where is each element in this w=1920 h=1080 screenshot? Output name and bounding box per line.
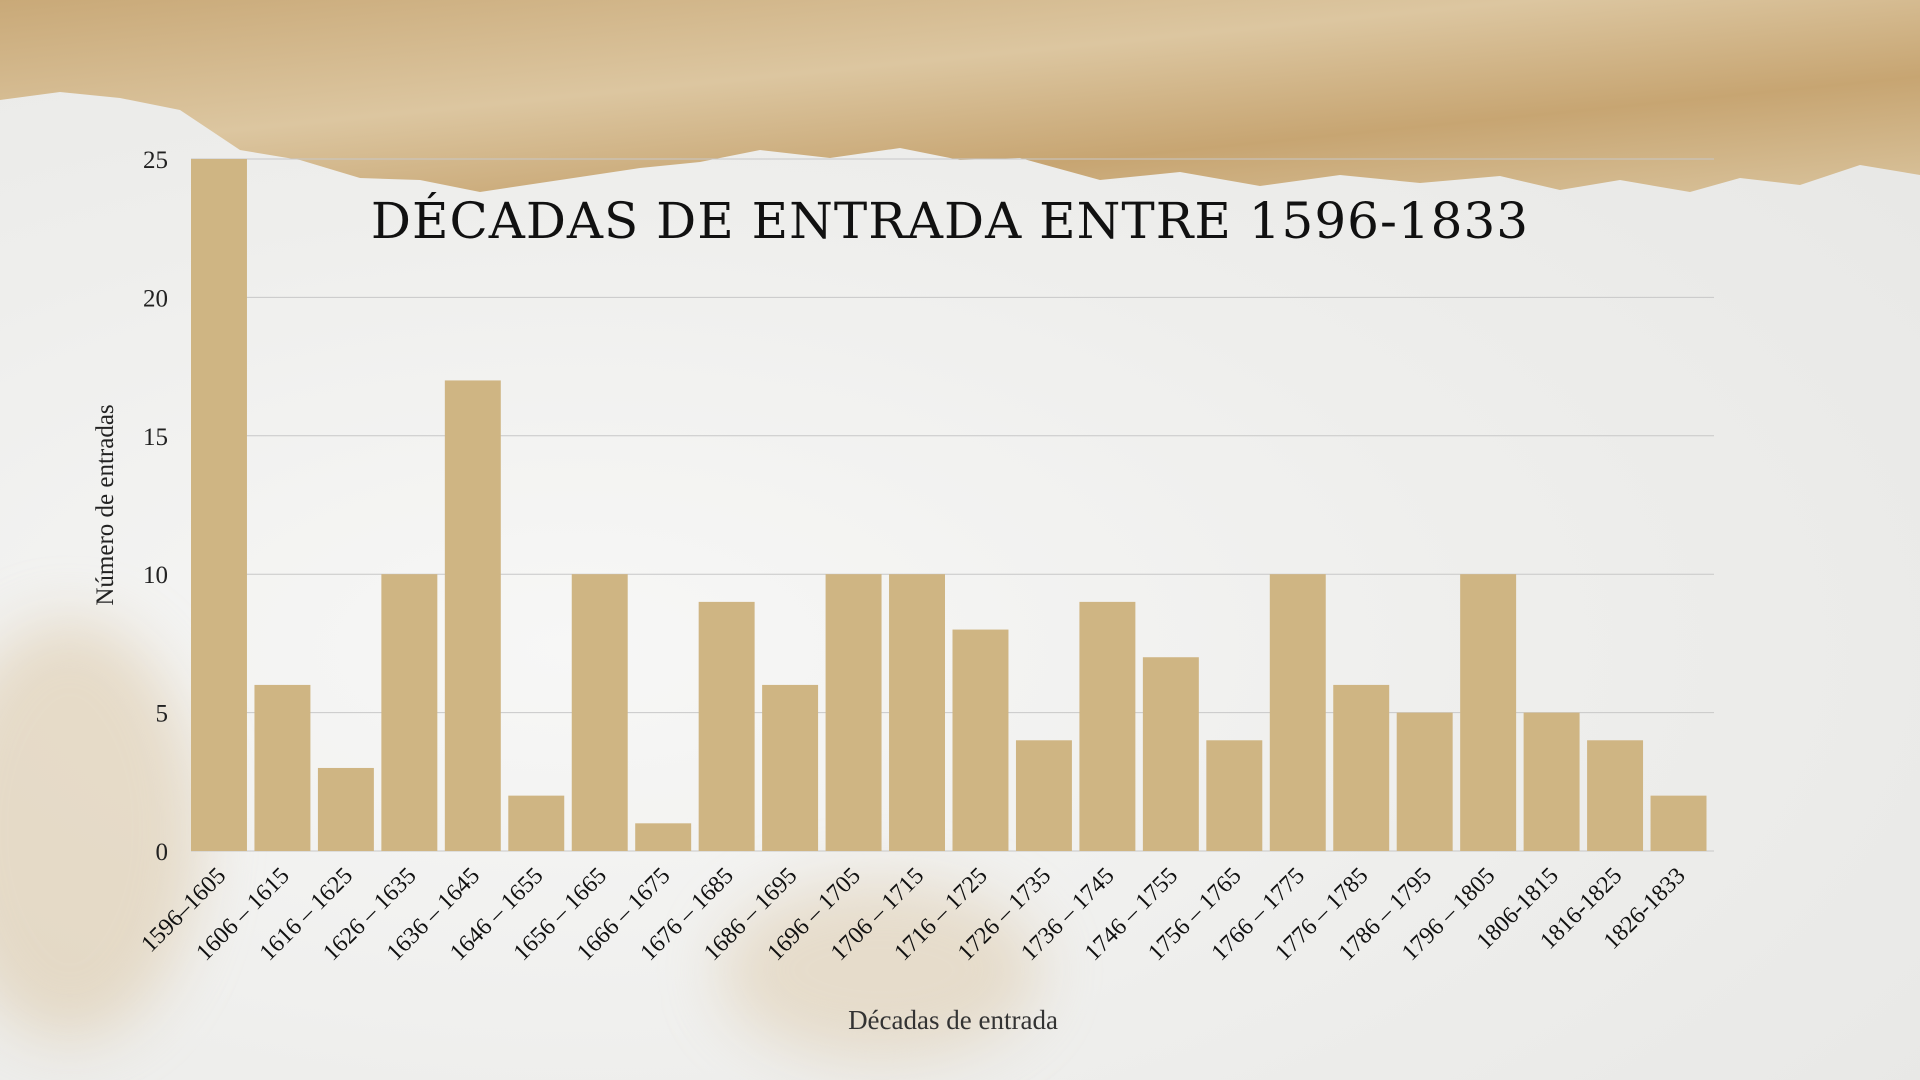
y-tick-label: 20 <box>143 285 168 312</box>
bar <box>191 159 247 851</box>
y-tick-label: 15 <box>143 424 168 451</box>
bar <box>1079 601 1136 851</box>
chart-title: DÉCADAS DE ENTRADA ENTRE 1596-1833 <box>370 192 1530 250</box>
x-axis-title: Décadas de entrada <box>848 1005 1058 1035</box>
bar <box>381 574 438 851</box>
bar <box>508 795 565 851</box>
bar <box>1523 712 1580 851</box>
beige-stain <box>720 880 1040 1060</box>
bar <box>1460 574 1517 851</box>
bar <box>952 629 1009 851</box>
y-tick-label: 10 <box>143 562 168 589</box>
bar <box>1587 740 1644 851</box>
bar <box>698 601 755 851</box>
bar <box>571 574 628 851</box>
bar <box>444 380 501 851</box>
bar <box>1333 684 1390 851</box>
bar <box>1142 657 1199 851</box>
bar <box>825 574 882 851</box>
bar <box>317 767 374 851</box>
bar <box>1396 712 1453 851</box>
bar <box>254 684 311 851</box>
bar <box>1269 574 1326 851</box>
torn-paper-background <box>0 0 1920 192</box>
bar <box>1015 740 1072 851</box>
bar <box>889 574 945 851</box>
y-tick-label: 5 <box>156 701 169 728</box>
bar <box>762 684 819 851</box>
bar <box>1206 740 1263 851</box>
beige-stain <box>0 620 200 1040</box>
y-tick-label: 25 <box>143 147 168 174</box>
bar <box>635 823 692 851</box>
y-tick-label: 0 <box>156 839 169 866</box>
bar <box>1650 795 1707 851</box>
